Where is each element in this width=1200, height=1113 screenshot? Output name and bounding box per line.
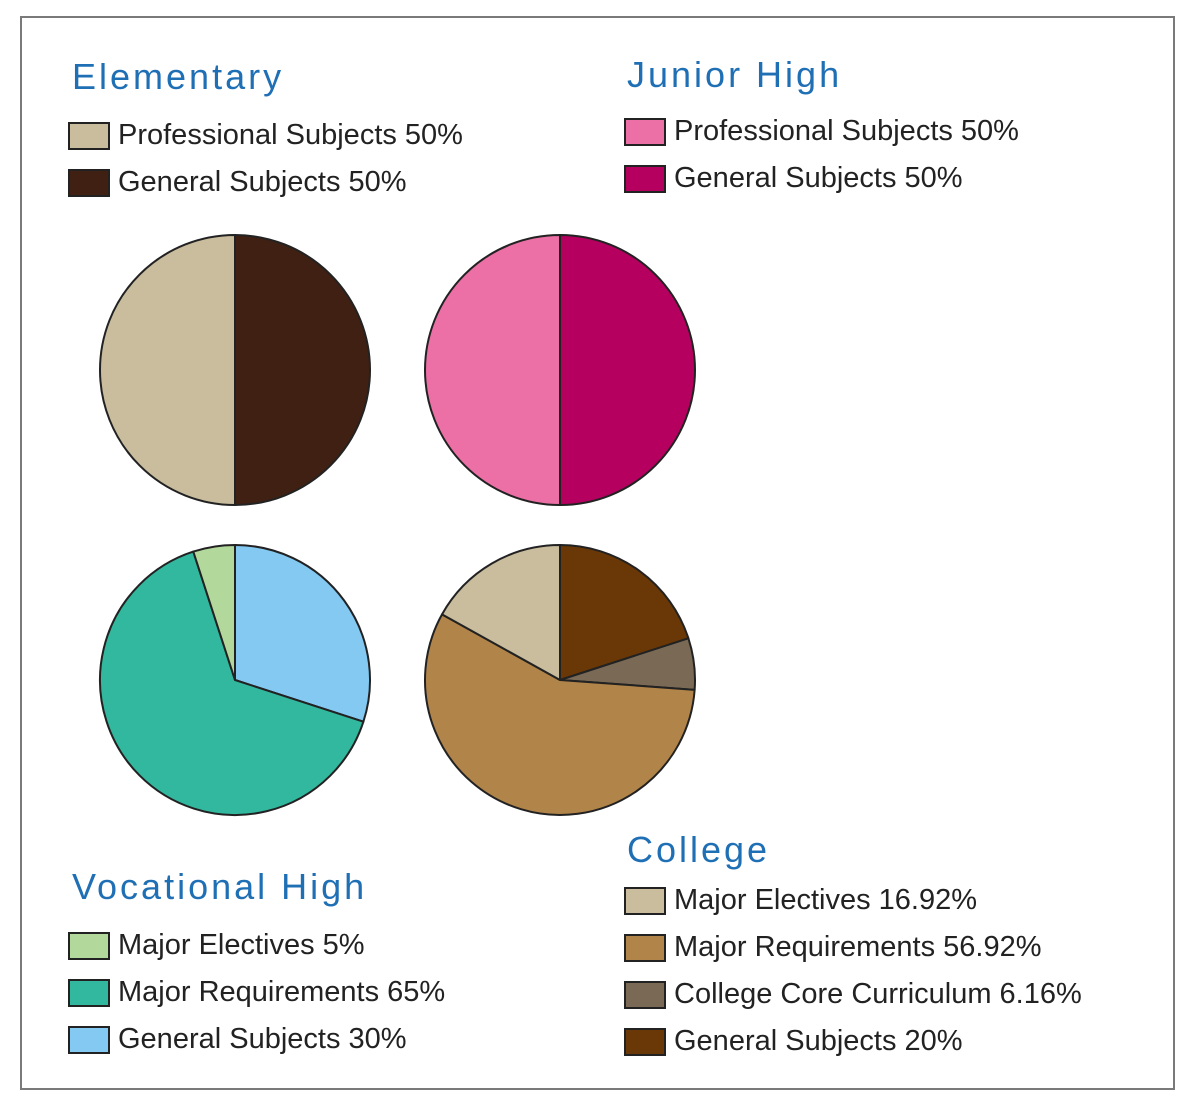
elementary-pie-slice-0 (99, 234, 236, 506)
college-pie-slice-1 (424, 613, 696, 816)
junior-high-legend: Professional Subjects 50% General Subjec… (624, 108, 1019, 202)
legend-swatch (624, 886, 666, 915)
legend-item: General Subjects 50% (624, 155, 1019, 202)
legend-item: Major Electives 16.92% (624, 877, 1082, 924)
legend-item: Major Requirements 65% (68, 969, 445, 1016)
elementary-pie-slice-1 (234, 234, 371, 506)
legend-label: Professional Subjects 50% (674, 115, 1019, 147)
legend-label: College Core Curriculum 6.16% (674, 978, 1082, 1010)
college-pie-slice-3 (559, 544, 690, 681)
legend-label: Professional Subjects 50% (118, 119, 463, 151)
legend-label: Major Electives 5% (118, 929, 365, 961)
legend-item: Professional Subjects 50% (68, 112, 463, 159)
legend-swatch (68, 978, 110, 1007)
legend-label: General Subjects 20% (674, 1025, 963, 1057)
legend-item: Professional Subjects 50% (624, 108, 1019, 155)
legend-swatch (624, 117, 666, 146)
legend-swatch (68, 931, 110, 960)
college-title: College (627, 829, 771, 870)
vocational-high-pie-slice-2 (234, 544, 371, 723)
junior-high-pie-chart (424, 234, 696, 506)
legend-swatch (624, 980, 666, 1009)
elementary-legend: Professional Subjects 50% General Subjec… (68, 112, 463, 206)
junior-high-pie-slice-0 (424, 234, 561, 506)
legend-swatch (624, 933, 666, 962)
legend-label: Major Electives 16.92% (674, 884, 978, 916)
legend-item: General Subjects 30% (68, 1016, 445, 1063)
vocational-high-pie-slice-0 (192, 544, 236, 681)
college-pie-slice-0 (441, 544, 561, 681)
legend-label: General Subjects 30% (118, 1023, 407, 1055)
legend-label: General Subjects 50% (674, 162, 963, 194)
vocational-high-pie-chart (99, 544, 371, 816)
junior-high-title: Junior High (627, 54, 843, 95)
junior-high-pie-slice-1 (559, 234, 696, 506)
legend-label: Major Requirements 65% (118, 976, 446, 1008)
legend-swatch (624, 164, 666, 193)
vocational-high-pie-slice-1 (99, 550, 365, 816)
legend-item: Major Requirements 56.92% (624, 924, 1082, 971)
college-legend: Major Electives 16.92% Major Requirement… (624, 877, 1082, 1065)
elementary-pie-chart (99, 234, 371, 506)
elementary-title: Elementary (72, 56, 285, 97)
legend-swatch (68, 1025, 110, 1054)
vocational-high-title: Vocational High (72, 866, 368, 907)
legend-swatch (68, 121, 110, 150)
college-pie-chart (424, 544, 696, 816)
legend-swatch (624, 1027, 666, 1056)
legend-item: Major Electives 5% (68, 922, 445, 969)
legend-item: General Subjects 20% (624, 1018, 1082, 1065)
legend-item: College Core Curriculum 6.16% (624, 971, 1082, 1018)
legend-label: General Subjects 50% (118, 166, 407, 198)
legend-label: Major Requirements 56.92% (674, 931, 1042, 963)
legend-item: General Subjects 50% (68, 159, 463, 206)
legend-swatch (68, 168, 110, 197)
vocational-high-legend: Major Electives 5% Major Requirements 65… (68, 922, 445, 1063)
